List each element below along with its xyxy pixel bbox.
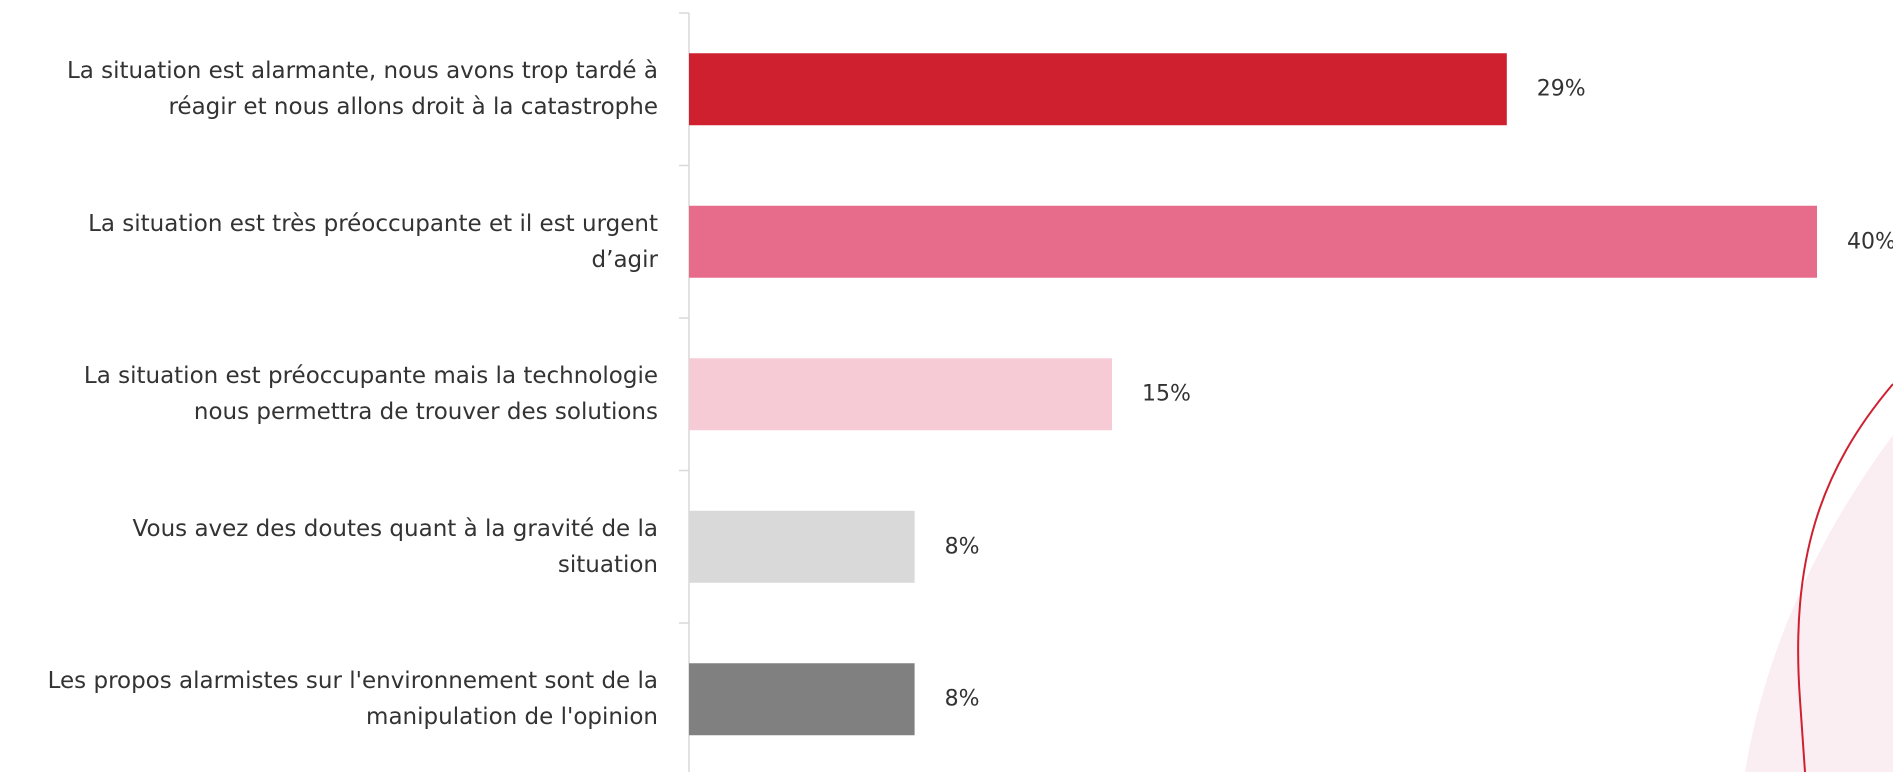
category-label: La situation est alarmante, nous avons t… bbox=[66, 58, 658, 121]
decor-curve bbox=[1797, 383, 1893, 772]
value-label: 8% bbox=[944, 686, 980, 712]
value-label: 40% bbox=[1847, 229, 1893, 255]
category-label: Vous avez des doutes quant à la gravité … bbox=[132, 515, 658, 578]
bar bbox=[689, 510, 915, 583]
decor-shape bbox=[1745, 435, 1893, 772]
bar bbox=[689, 53, 1507, 126]
category-label: Les propos alarmistes sur l'environnemen… bbox=[47, 668, 658, 731]
value-label: 8% bbox=[944, 534, 980, 560]
category-label: La situation est très préoccupante et il… bbox=[88, 210, 658, 273]
bar bbox=[689, 663, 915, 736]
category-label: La situation est préoccupante mais la te… bbox=[83, 363, 658, 426]
value-label: 15% bbox=[1142, 381, 1191, 407]
value-label: 29% bbox=[1536, 76, 1586, 102]
bar bbox=[689, 358, 1112, 431]
bar bbox=[689, 205, 1817, 278]
